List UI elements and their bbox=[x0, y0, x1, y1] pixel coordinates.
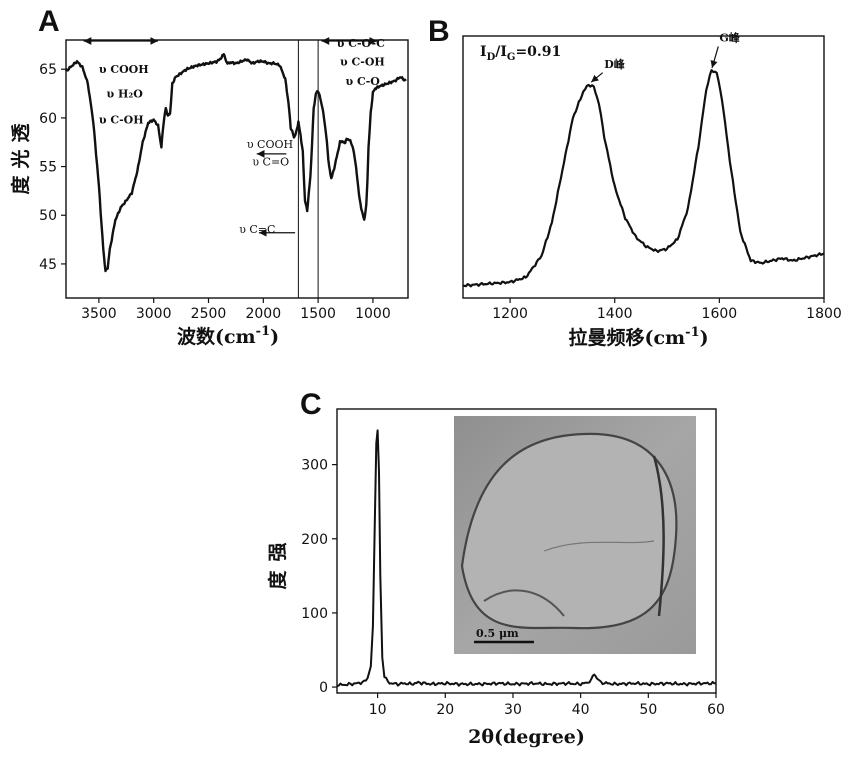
panel-b-frame bbox=[463, 36, 824, 298]
panel-a-annotation: υ C=O bbox=[252, 156, 289, 169]
panel-a-ylabel-char: 度 bbox=[9, 175, 32, 195]
panel-c-xtick-label: 50 bbox=[639, 702, 657, 718]
panel-c-label: C bbox=[300, 388, 322, 421]
panel-b-peak-label: D峰 bbox=[604, 57, 626, 71]
panel-c-ytick-label: 100 bbox=[301, 606, 328, 622]
panel-a-annotation: υ COOH bbox=[99, 63, 149, 76]
tem-scale-label: 0.5 μm bbox=[476, 627, 519, 640]
panel-c-ytick-label: 0 bbox=[319, 680, 328, 696]
panel-a-annotation: υ C-OH bbox=[340, 55, 385, 68]
panel-a-xlabel: 波数(cm-1) bbox=[177, 324, 279, 348]
panel-a-annotation: υ C-O bbox=[346, 75, 381, 88]
panel-c-ylabel-char: 强 bbox=[267, 542, 289, 561]
panel-c-tem-inset-image: 0.5 μm bbox=[454, 416, 696, 654]
panel-a-xtick-label: 1500 bbox=[300, 306, 336, 322]
panel-a-annotation: υ COOH bbox=[247, 138, 293, 151]
panel-c-xtick-label: 40 bbox=[572, 702, 590, 718]
panel-c-xlabel: 2θ(degree) bbox=[468, 726, 585, 748]
panel-a-annotation: υ H₂O bbox=[107, 87, 144, 100]
panel-a-xtick-label: 2000 bbox=[245, 306, 281, 322]
panel-b-xtick-label: 1400 bbox=[597, 306, 633, 322]
panel-c-ytick-label: 300 bbox=[301, 458, 328, 474]
panel-c-xtick-label: 30 bbox=[504, 702, 522, 718]
panel-b-peak-label: G峰 bbox=[719, 31, 740, 45]
panel-c-ylabel-char: 度 bbox=[266, 570, 289, 590]
panel-b-peak-pointer bbox=[591, 73, 603, 83]
panel-b-raman-line bbox=[463, 70, 824, 286]
panel-b-peak-pointer bbox=[712, 46, 718, 67]
panel-a-annotation: υ C-O-C bbox=[337, 37, 385, 50]
panel-a-ytick-label: 45 bbox=[39, 257, 57, 273]
panel-a-ytick-label: 50 bbox=[39, 208, 57, 224]
panel-b-xtick-label: 1800 bbox=[806, 306, 842, 322]
panel-a-annotation: υ C-OH bbox=[99, 114, 144, 127]
panel-b-xlabel: 拉曼频移(cm-1) bbox=[569, 325, 709, 349]
panel-c-xtick-label: 60 bbox=[707, 702, 725, 718]
panel-c-xtick-label: 10 bbox=[369, 702, 387, 718]
panel-a-ytick-label: 60 bbox=[39, 111, 57, 127]
panel-a-ytick-label: 55 bbox=[39, 160, 57, 176]
panel-a-ylabel-char: 光 bbox=[9, 149, 32, 169]
panel-c-xtick-label: 20 bbox=[436, 702, 454, 718]
panel-a-label: A bbox=[38, 5, 60, 38]
panel-a-xtick-label: 1000 bbox=[355, 306, 391, 322]
panel-b-xtick-label: 1200 bbox=[492, 306, 528, 322]
panel-c-ytick-label: 200 bbox=[301, 532, 328, 548]
panel-a-ylabel-char: 透 bbox=[10, 123, 32, 143]
figure-canvas: A3500300025002000150010004550556065透光度波数… bbox=[0, 0, 846, 760]
panel-b-label: B bbox=[428, 15, 450, 48]
panel-a-ytick-label: 65 bbox=[39, 62, 57, 78]
panel-b-ratio-label: ID/IG=0.91 bbox=[480, 44, 561, 63]
panel-a-xtick-label: 3500 bbox=[81, 306, 117, 322]
panel-a-xtick-label: 2500 bbox=[191, 306, 227, 322]
panel-b-xtick-label: 1600 bbox=[702, 306, 738, 322]
panel-a-xtick-label: 3000 bbox=[136, 306, 172, 322]
panel-a-annotation: υ C=C bbox=[239, 223, 275, 236]
